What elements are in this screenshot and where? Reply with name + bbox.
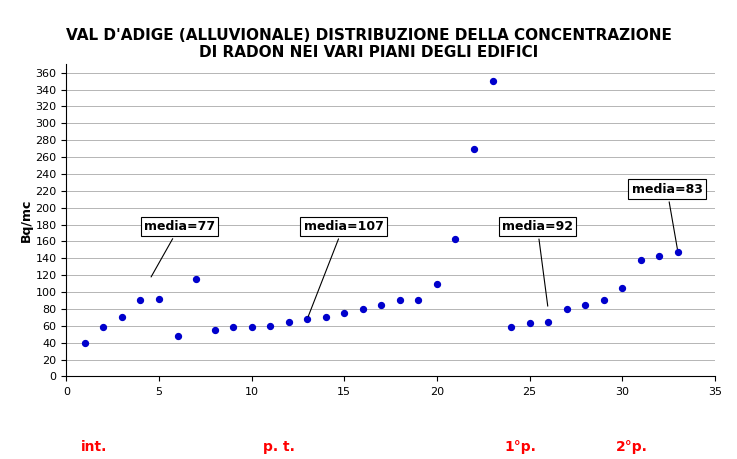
Point	[431, 280, 443, 287]
Point	[635, 256, 646, 263]
Point	[357, 305, 368, 313]
Text: media=92: media=92	[502, 220, 573, 306]
Point	[375, 301, 387, 308]
Text: media=77: media=77	[144, 220, 215, 277]
Y-axis label: Bq/mc: Bq/mc	[20, 199, 32, 242]
Point	[468, 145, 480, 152]
Point	[486, 78, 498, 85]
Point	[579, 301, 591, 308]
Point	[172, 332, 184, 340]
Point	[338, 309, 350, 317]
Point	[598, 297, 609, 304]
Point	[153, 295, 165, 302]
Point	[209, 326, 220, 334]
Point	[654, 252, 666, 259]
Point	[413, 297, 425, 304]
Point	[616, 284, 628, 291]
Point	[265, 322, 276, 330]
Point	[97, 324, 109, 331]
Point	[672, 248, 684, 255]
Point	[505, 324, 517, 331]
Text: 1°p.: 1°p.	[504, 440, 537, 453]
Point	[283, 318, 295, 325]
Text: media=107: media=107	[304, 220, 383, 316]
Point	[135, 297, 147, 304]
Point	[116, 313, 128, 321]
Point	[301, 315, 313, 323]
Point	[227, 324, 239, 331]
Point	[524, 319, 536, 327]
Text: p. t.: p. t.	[264, 440, 296, 453]
Point	[394, 297, 406, 304]
Point	[190, 276, 202, 283]
Point	[450, 235, 461, 242]
Point	[320, 313, 332, 321]
Point	[561, 305, 573, 313]
Point	[542, 318, 554, 325]
Text: 2°p.: 2°p.	[615, 440, 647, 453]
Point	[79, 339, 91, 346]
Text: int.: int.	[81, 440, 108, 453]
Text: media=83: media=83	[632, 183, 702, 249]
Text: VAL D'ADIGE (ALLUVIONALE) DISTRIBUZIONE DELLA CONCENTRAZIONE
DI RADON NEI VARI P: VAL D'ADIGE (ALLUVIONALE) DISTRIBUZIONE …	[66, 28, 671, 60]
Point	[245, 324, 257, 331]
